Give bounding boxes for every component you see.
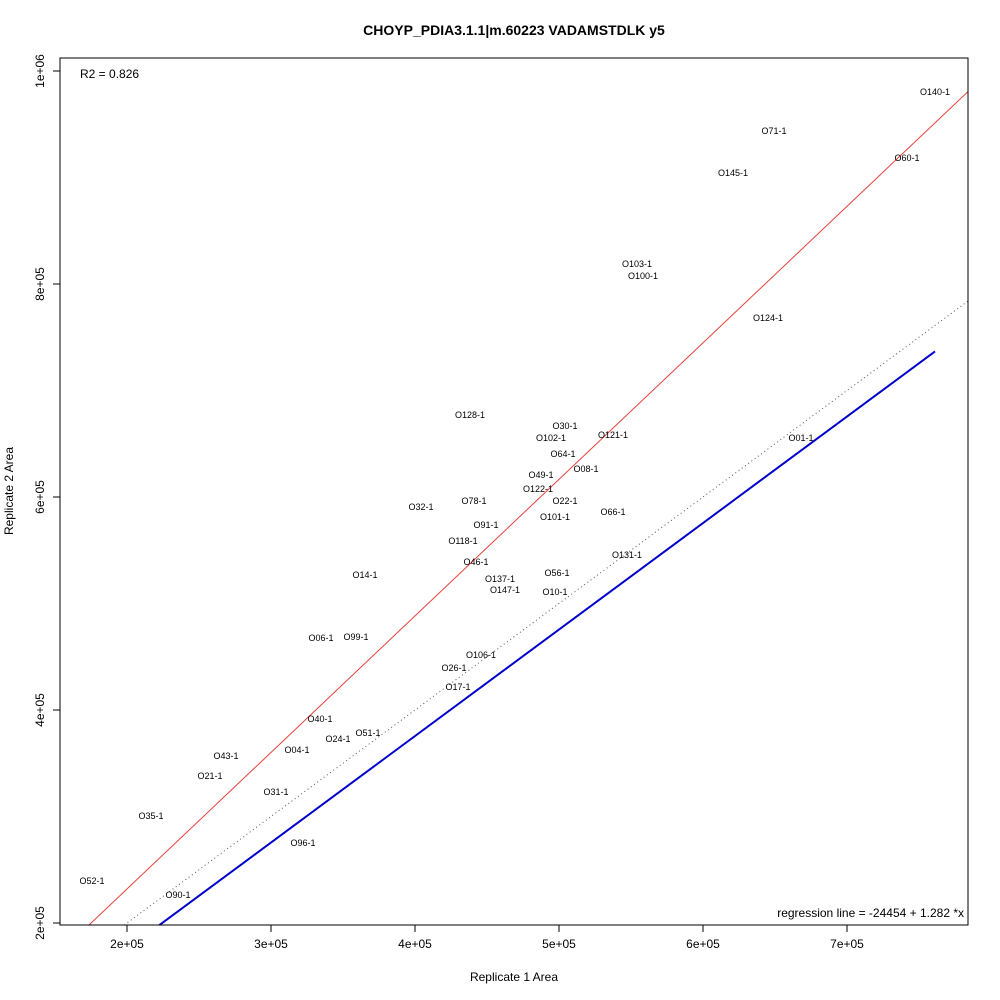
point-label: O49-1 bbox=[528, 470, 553, 480]
y-tick-label: 2e+05 bbox=[33, 906, 47, 940]
point-label: O60-1 bbox=[894, 153, 919, 163]
point-label: O66-1 bbox=[600, 507, 625, 517]
point-label: O101-1 bbox=[540, 512, 570, 522]
point-label: O24-1 bbox=[325, 734, 350, 744]
offset-line bbox=[157, 350, 936, 925]
point-label: O17-1 bbox=[445, 682, 470, 692]
point-label: O43-1 bbox=[213, 751, 238, 761]
point-label: O32-1 bbox=[408, 502, 433, 512]
point-label: O147-1 bbox=[490, 585, 520, 595]
x-tick-label: 2e+05 bbox=[110, 937, 144, 951]
y-axis: 2e+05 4e+05 6e+05 8e+05 1e+06 bbox=[33, 54, 60, 940]
y-tick-label: 1e+06 bbox=[33, 54, 47, 88]
point-label: O52-1 bbox=[79, 876, 104, 886]
point-label: O106-1 bbox=[466, 650, 496, 660]
regression-label: regression line = -24454 + 1.282 *x bbox=[777, 906, 964, 920]
point-label: O35-1 bbox=[138, 811, 163, 821]
x-tick-label: 4e+05 bbox=[398, 937, 432, 951]
point-label: O121-1 bbox=[598, 430, 628, 440]
regression-line bbox=[88, 91, 968, 925]
point-label: O145-1 bbox=[718, 168, 748, 178]
x-tick-label: 5e+05 bbox=[542, 937, 576, 951]
x-axis-label: Replicate 1 Area bbox=[470, 970, 558, 984]
point-label: O99-1 bbox=[343, 632, 368, 642]
point-label: O46-1 bbox=[463, 557, 488, 567]
point-label: O31-1 bbox=[263, 787, 288, 797]
x-tick-label: 3e+05 bbox=[254, 937, 288, 951]
point-label: O22-1 bbox=[552, 496, 577, 506]
point-label: O64-1 bbox=[550, 449, 575, 459]
x-tick-label: 7e+05 bbox=[830, 937, 864, 951]
point-label: O100-1 bbox=[628, 271, 658, 281]
y-axis-label: Replicate 2 Area bbox=[2, 447, 16, 535]
chart-title: CHOYP_PDIA3.1.1|m.60223 VADAMSTDLK y5 bbox=[363, 22, 665, 38]
point-label: O06-1 bbox=[308, 633, 333, 643]
point-label: O102-1 bbox=[536, 433, 566, 443]
point-label: O51-1 bbox=[355, 728, 380, 738]
point-label: O26-1 bbox=[441, 663, 466, 673]
point-label: O30-1 bbox=[552, 421, 577, 431]
point-label: O10-1 bbox=[542, 587, 567, 597]
point-label: O40-1 bbox=[307, 714, 332, 724]
point-label: O71-1 bbox=[761, 126, 786, 136]
r2-label: R2 = 0.826 bbox=[80, 67, 139, 81]
y-tick-label: 8e+05 bbox=[33, 267, 47, 301]
point-label: O01-1 bbox=[788, 433, 813, 443]
point-label: O103-1 bbox=[622, 259, 652, 269]
point-label: O137-1 bbox=[485, 574, 515, 584]
point-labels: O140-1 O71-1 O60-1 O145-1 O103-1 O100-1 O124-1… bbox=[79, 87, 950, 900]
point-label: O78-1 bbox=[461, 496, 486, 506]
x-axis: 2e+05 3e+05 4e+05 5e+05 6e+05 7e+05 bbox=[110, 925, 864, 951]
point-label: O140-1 bbox=[920, 87, 950, 97]
x-tick-label: 6e+05 bbox=[686, 937, 720, 951]
point-label: O96-1 bbox=[290, 838, 315, 848]
point-label: O91-1 bbox=[473, 520, 498, 530]
identity-line bbox=[123, 300, 968, 925]
point-label: O118-1 bbox=[448, 536, 477, 546]
point-label: O131-1 bbox=[612, 550, 642, 560]
y-tick-label: 4e+05 bbox=[33, 693, 47, 727]
point-label: O04-1 bbox=[284, 745, 309, 755]
point-label: O122-1 bbox=[523, 484, 553, 494]
point-label: O21-1 bbox=[197, 771, 222, 781]
plot-frame bbox=[59, 57, 969, 926]
point-label: O124-1 bbox=[753, 313, 783, 323]
point-label: O128-1 bbox=[455, 410, 485, 420]
y-tick-label: 6e+05 bbox=[33, 480, 47, 514]
point-label: O14-1 bbox=[352, 570, 377, 580]
point-label: O08-1 bbox=[573, 464, 598, 474]
fit-lines bbox=[88, 91, 968, 925]
point-label: O56-1 bbox=[544, 568, 569, 578]
point-label: O90-1 bbox=[165, 890, 190, 900]
